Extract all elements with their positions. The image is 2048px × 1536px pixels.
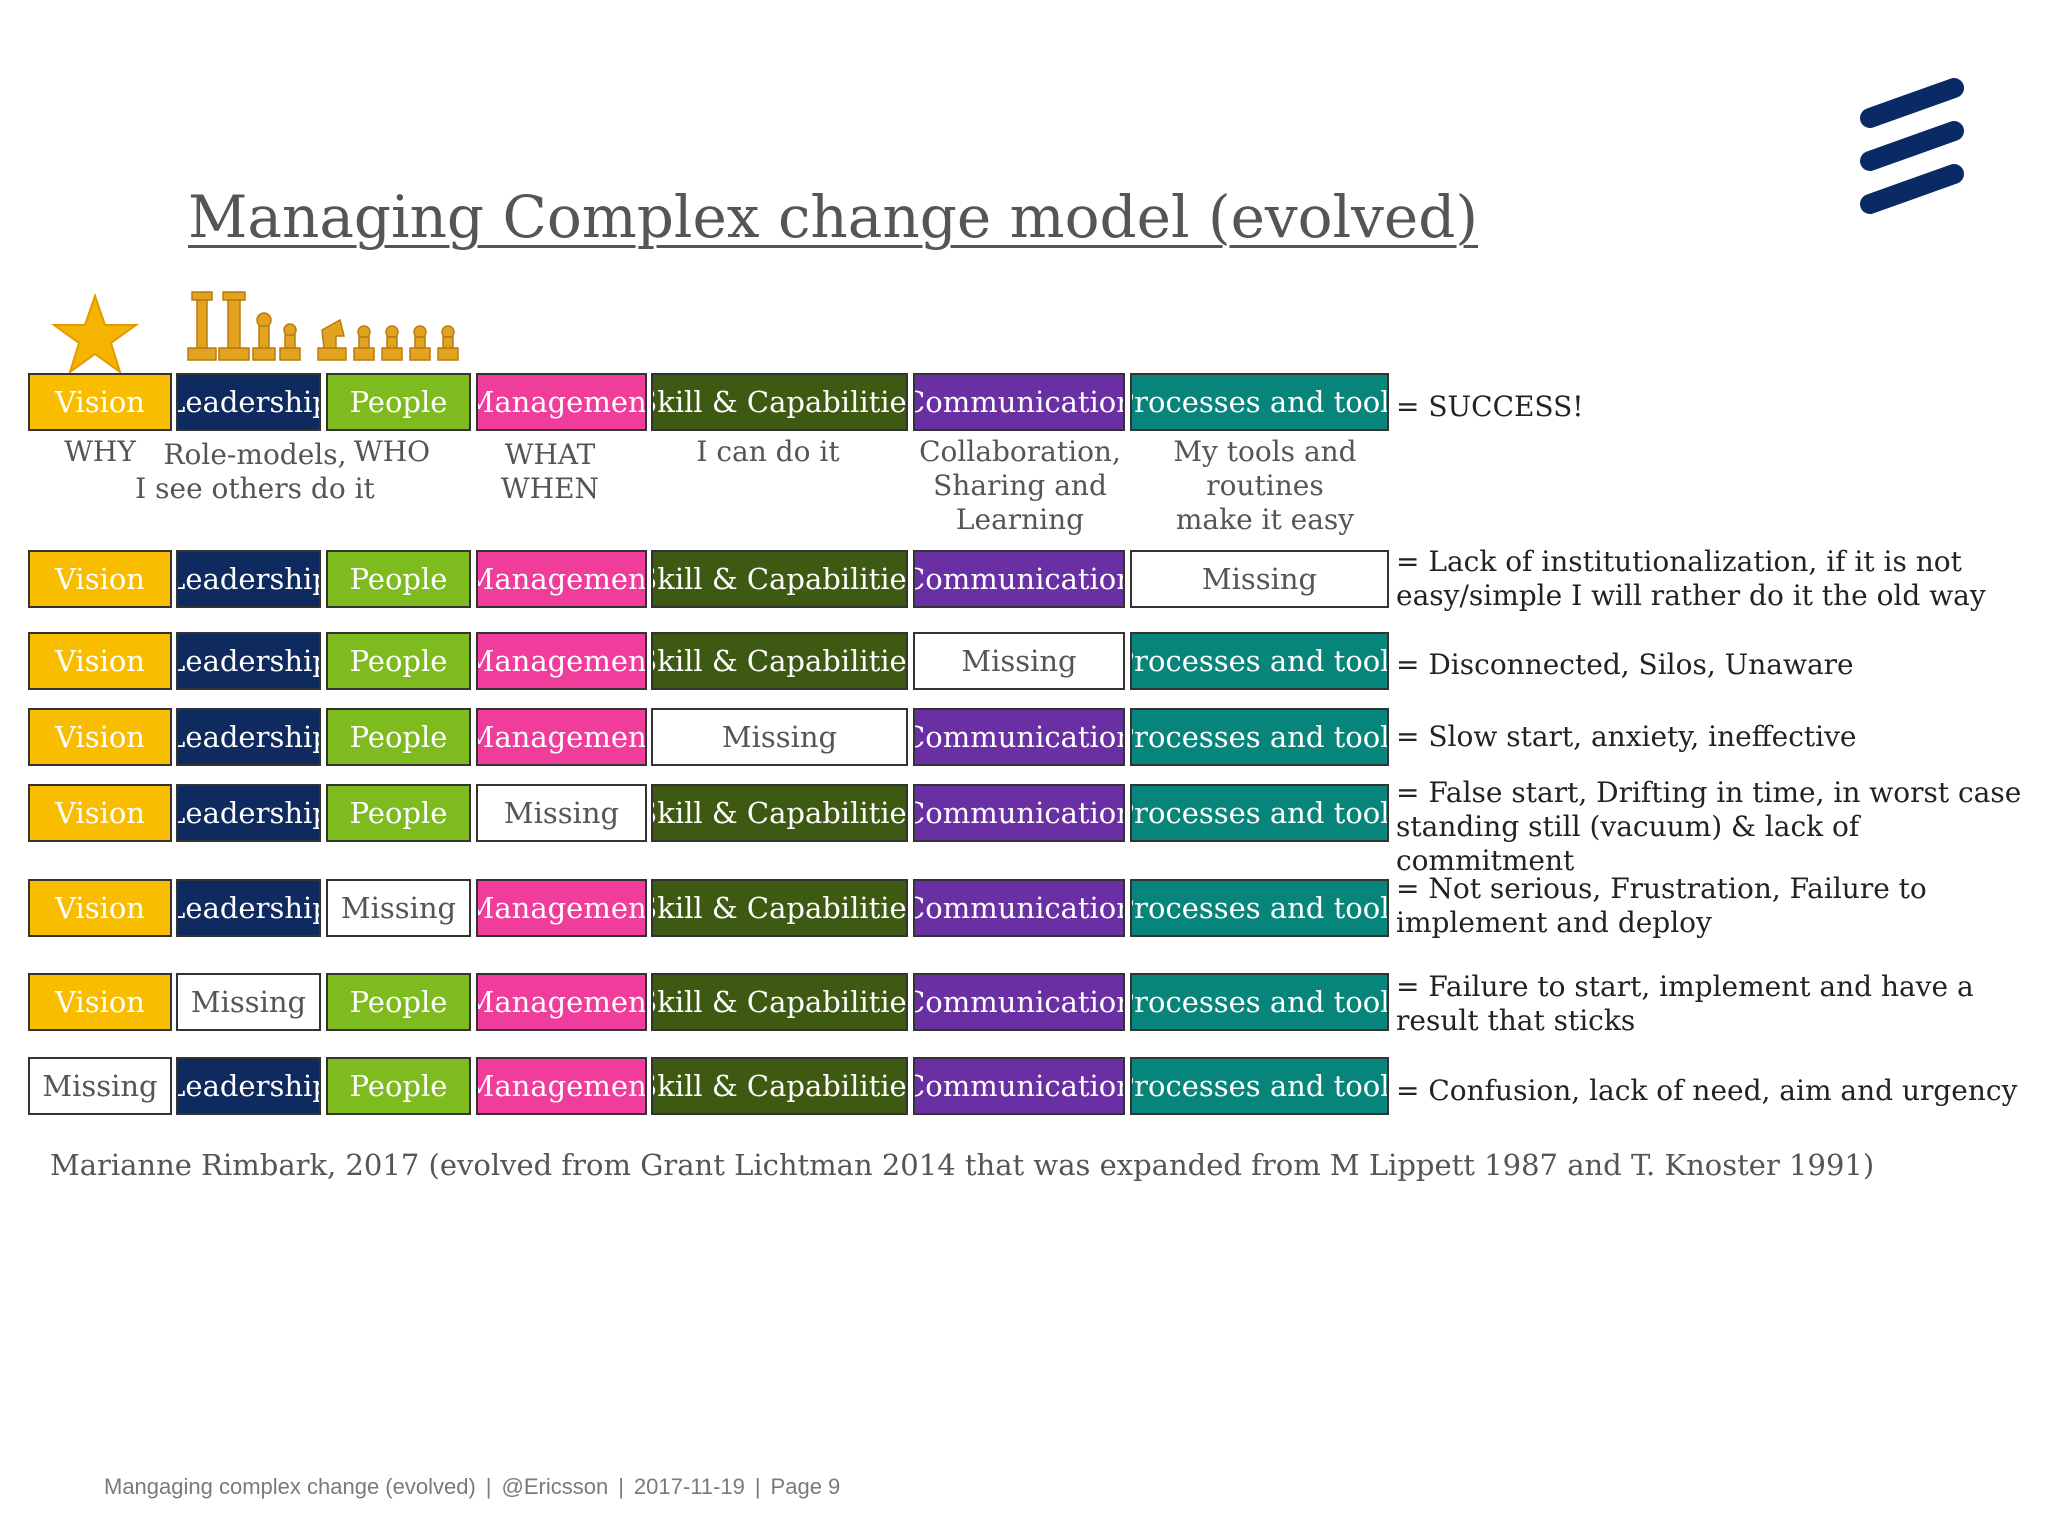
- box-missing: Missing: [28, 1057, 172, 1115]
- box-processes: Processes and tools: [1130, 973, 1389, 1031]
- chess-pieces-icon: [187, 291, 459, 361]
- box-processes: Processes and tools: [1130, 784, 1389, 842]
- box-missing: Missing: [176, 973, 321, 1031]
- box-communication: Communication: [913, 784, 1125, 842]
- box-people: People: [326, 708, 471, 766]
- box-skill: Skill & Capabilities: [651, 1057, 908, 1115]
- box-leadership: Leadership: [176, 784, 321, 842]
- star-icon: [50, 292, 140, 375]
- row-result: = SUCCESS!: [1396, 390, 1584, 423]
- citation: Marianne Rimbark, 2017 (evolved from Gra…: [50, 1148, 1875, 1182]
- row-result: = Not serious, Frustration, Failure to i…: [1396, 872, 1927, 939]
- box-skill: Skill & Capabilities: [651, 632, 908, 690]
- box-processes: Processes and tools: [1130, 708, 1389, 766]
- box-leadership: Leadership: [176, 879, 321, 937]
- box-missing: Missing: [913, 632, 1125, 690]
- subtitle-collaboration: Collaboration, Sharing and Learning: [919, 435, 1121, 536]
- footer: Mangaging complex change (evolved) | @Eric…: [104, 1474, 841, 1499]
- box-vision: Vision: [28, 550, 172, 608]
- box-leadership: Leadership: [176, 632, 321, 690]
- box-skill: Skill & Capabilities: [651, 784, 908, 842]
- box-missing: Missing: [651, 708, 908, 766]
- box-vision: Vision: [28, 373, 172, 431]
- row-result: = Slow start, anxiety, ineffective: [1396, 720, 1857, 753]
- box-communication: Communication: [913, 550, 1125, 608]
- row-result: = Disconnected, Silos, Unaware: [1396, 648, 1854, 681]
- box-processes: Processes and tools: [1130, 1057, 1389, 1115]
- subtitle-tools: My tools and routines make it easy: [1173, 435, 1357, 536]
- box-management: Management: [476, 879, 647, 937]
- box-vision: Vision: [28, 784, 172, 842]
- footer-org: @Ericsson: [501, 1474, 609, 1499]
- box-communication: Communication: [913, 879, 1125, 937]
- box-people: People: [326, 373, 471, 431]
- box-skill: Skill & Capabilities: [651, 373, 908, 431]
- box-processes: Processes and tools: [1130, 632, 1389, 690]
- box-management: Management: [476, 1057, 647, 1115]
- row-result: = Failure to start, implement and have a…: [1396, 970, 1974, 1037]
- box-communication: Communication: [913, 373, 1125, 431]
- box-missing: Missing: [476, 784, 647, 842]
- box-people: People: [326, 1057, 471, 1115]
- box-vision: Vision: [28, 879, 172, 937]
- subtitle-why: WHY: [64, 435, 136, 468]
- box-people: People: [326, 973, 471, 1031]
- box-skill: Skill & Capabilities: [651, 879, 908, 937]
- box-management: Management: [476, 550, 647, 608]
- box-vision: Vision: [28, 632, 172, 690]
- page-title: Managing Complex change model (evolved): [188, 183, 1478, 251]
- box-people: People: [326, 784, 471, 842]
- box-missing: Missing: [326, 879, 471, 937]
- subtitle-what-when: WHAT WHEN: [500, 438, 600, 505]
- row-result: = Confusion, lack of need, aim and urgen…: [1396, 1074, 2018, 1107]
- box-vision: Vision: [28, 708, 172, 766]
- subtitle-who: WHO: [353, 435, 431, 468]
- box-management: Management: [476, 373, 647, 431]
- box-people: People: [326, 632, 471, 690]
- box-leadership: Leadership: [176, 373, 321, 431]
- row-result: = Lack of institutionalization, if it is…: [1396, 545, 1986, 612]
- box-processes: Processes and tools: [1130, 373, 1389, 431]
- box-management: Management: [476, 708, 647, 766]
- footer-date: 2017-11-19: [633, 1474, 745, 1499]
- box-vision: Vision: [28, 973, 172, 1031]
- row-result: = False start, Drifting in time, in wors…: [1396, 776, 2022, 877]
- footer-page: Page 9: [770, 1474, 841, 1499]
- box-management: Management: [476, 973, 647, 1031]
- footer-title: Mangaging complex change (evolved): [104, 1474, 476, 1499]
- box-management: Management: [476, 632, 647, 690]
- box-leadership: Leadership: [176, 708, 321, 766]
- decorations: [50, 291, 459, 375]
- box-leadership: Leadership: [176, 550, 321, 608]
- box-communication: Communication: [913, 973, 1125, 1031]
- box-leadership: Leadership: [176, 1057, 321, 1115]
- box-skill: Skill & Capabilities: [651, 973, 908, 1031]
- box-missing: Missing: [1130, 550, 1389, 608]
- subtitle-can-do: I can do it: [696, 435, 840, 468]
- box-communication: Communication: [913, 708, 1125, 766]
- box-processes: Processes and tools: [1130, 879, 1389, 937]
- box-skill: Skill & Capabilities: [651, 550, 908, 608]
- box-communication: Communication: [913, 1057, 1125, 1115]
- ericsson-logo-icon: [1860, 78, 1964, 214]
- subtitle-role-models: Role-models, I see others do it: [135, 438, 375, 505]
- box-people: People: [326, 550, 471, 608]
